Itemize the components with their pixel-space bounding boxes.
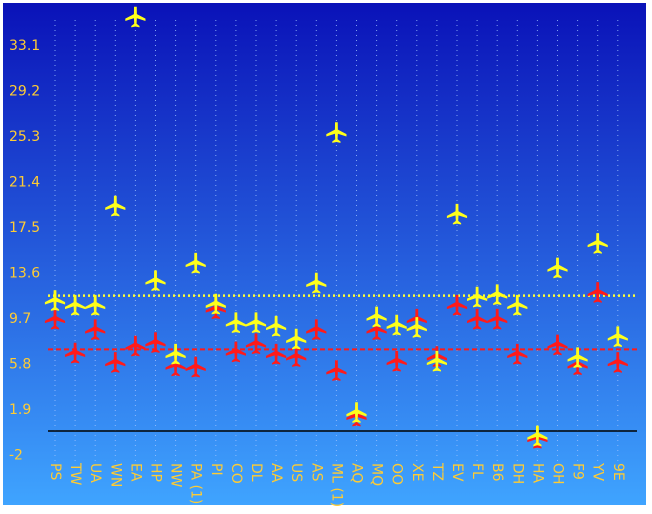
x-tick-label: MQ [369, 463, 385, 486]
x-tick-label: WN [107, 463, 123, 487]
x-tick-label: TW [67, 462, 83, 486]
y-tick-label: 9.7 [9, 311, 31, 327]
y-tick-label: 1.9 [9, 402, 31, 418]
x-tick-label: CO [228, 463, 244, 484]
x-tick-label: HP [148, 463, 164, 482]
x-tick-label: OH [550, 463, 566, 485]
x-tick-label: ML (1) [328, 463, 344, 507]
x-tick-label: EV [449, 463, 465, 482]
x-tick-label: OO [389, 463, 405, 485]
x-tick-label: XE [409, 463, 425, 481]
x-tick-label: TZ [429, 462, 445, 481]
x-tick-label: B6 [489, 463, 505, 482]
x-tick-label: PI [208, 463, 224, 476]
x-tick-label: NW [168, 463, 184, 487]
y-tick-label: 21.4 [9, 174, 40, 190]
x-tick-label: AQ [349, 463, 365, 483]
grid-lines [54, 20, 619, 462]
x-tick-label: HA [529, 463, 545, 484]
x-tick-label: DH [509, 463, 525, 484]
y-tick-label: 5.8 [9, 356, 31, 372]
x-tick-label: 9E [610, 463, 626, 481]
x-tick-label: EA [127, 463, 143, 482]
y-tick-label: 17.5 [9, 220, 40, 236]
y-tick-label: 13.6 [9, 265, 40, 281]
y-tick-label: 25.3 [9, 129, 40, 145]
x-tick-label: AA [268, 463, 284, 483]
x-tick-label: AS [308, 463, 324, 482]
y-tick-label: 33.1 [9, 38, 40, 54]
x-tick-label: PA (1) [188, 463, 204, 504]
plot-background [3, 3, 646, 505]
x-tick-label: UA [87, 463, 103, 483]
x-tick-label: FL [469, 463, 485, 479]
x-tick-label: YV [590, 462, 606, 482]
y-axis-tick-labels: -2 1.9 5.8 9.7 13.6 17.5 21.4 25.3 29.2 33.1 [9, 38, 40, 464]
y-tick-label: -2 [9, 447, 23, 463]
x-axis-tick-labels: PS TW UA WN EA HP NW PA (1) PI CO DL AA US AS ML (1) AQ… [47, 462, 626, 507]
x-tick-label: DL [248, 463, 264, 482]
x-tick-label: US [288, 463, 304, 482]
y-tick-label: 29.2 [9, 83, 40, 99]
x-tick-label: PS [47, 463, 63, 480]
x-tick-label: F9 [570, 463, 586, 480]
